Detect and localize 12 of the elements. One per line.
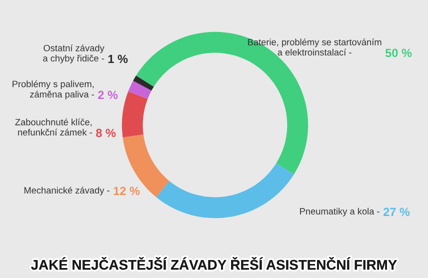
slice-label: Problémy s palivem, záměna paliva -	[12, 80, 94, 100]
slice-label: Pneumatiky a kola -	[300, 208, 380, 216]
slice-label: Zabouchnuté klíče, nefunkční zámek -	[15, 118, 92, 136]
data-label: 50 %	[385, 48, 412, 58]
data-label: 12 %	[114, 186, 140, 196]
text: JAKÉ NEJČASTĚJŠÍ ZÁVADY ŘEŠÍ ASISTENČNÍ FIRMY	[31, 257, 397, 270]
data-label: 1 %	[108, 54, 128, 64]
data-label: 2 %	[98, 90, 118, 100]
data-label: 8 %	[96, 128, 116, 138]
slice-label: Ostatní závady a chyby řidiče -	[43, 44, 104, 64]
slice-label: Mechanické závady -	[24, 186, 110, 196]
data-label: 27 %	[384, 208, 410, 216]
